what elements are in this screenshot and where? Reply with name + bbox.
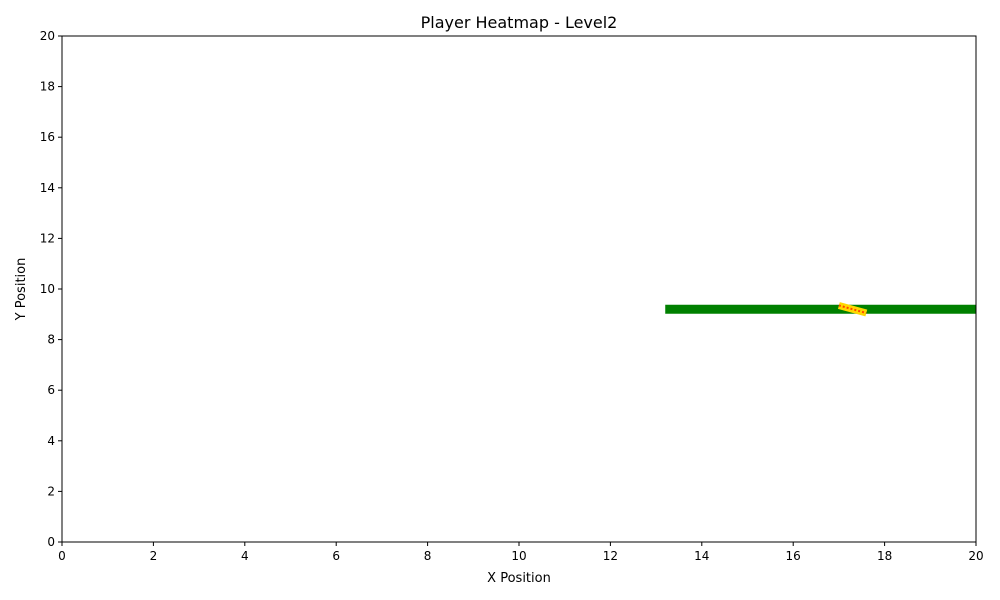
y-tick-label: 20: [40, 29, 55, 43]
x-tick-label: 14: [694, 549, 709, 563]
plot-frame: [61, 35, 977, 543]
y-tick-label: 8: [47, 333, 55, 347]
y-tick-label: 16: [40, 130, 55, 144]
y-tick-label: 4: [47, 434, 55, 448]
chart-title: Player Heatmap - Level2: [421, 13, 618, 32]
x-tick-label: 8: [424, 549, 432, 563]
x-tick-label: 12: [603, 549, 618, 563]
x-tick-label: 0: [58, 549, 66, 563]
y-tick-label: 2: [47, 484, 55, 498]
x-tick-label: 4: [241, 549, 249, 563]
x-tick-label: 16: [786, 549, 801, 563]
y-tick-label: 0: [47, 535, 55, 549]
y-tick-label: 12: [40, 231, 55, 245]
y-axis-label: Y Position: [14, 258, 29, 322]
y-axis: 0 2 4 6 8 10 12 14 16 18 20: [40, 29, 62, 549]
y-tick-label: 14: [40, 181, 55, 195]
x-axis-label: X Position: [487, 571, 551, 586]
y-tick-label: 10: [40, 282, 55, 296]
x-tick-label: 18: [877, 549, 892, 563]
plot-content: [665, 302, 976, 317]
x-tick-label: 10: [511, 549, 526, 563]
y-tick-label: 18: [40, 80, 55, 94]
x-tick-label: 2: [150, 549, 158, 563]
x-axis: 0 2 4 6 8 10 12 14 16 18 20: [58, 542, 984, 563]
player-trail-inner: [838, 304, 867, 314]
y-tick-label: 6: [47, 383, 55, 397]
x-tick-label: 20: [968, 549, 983, 563]
x-tick-label: 6: [332, 549, 340, 563]
